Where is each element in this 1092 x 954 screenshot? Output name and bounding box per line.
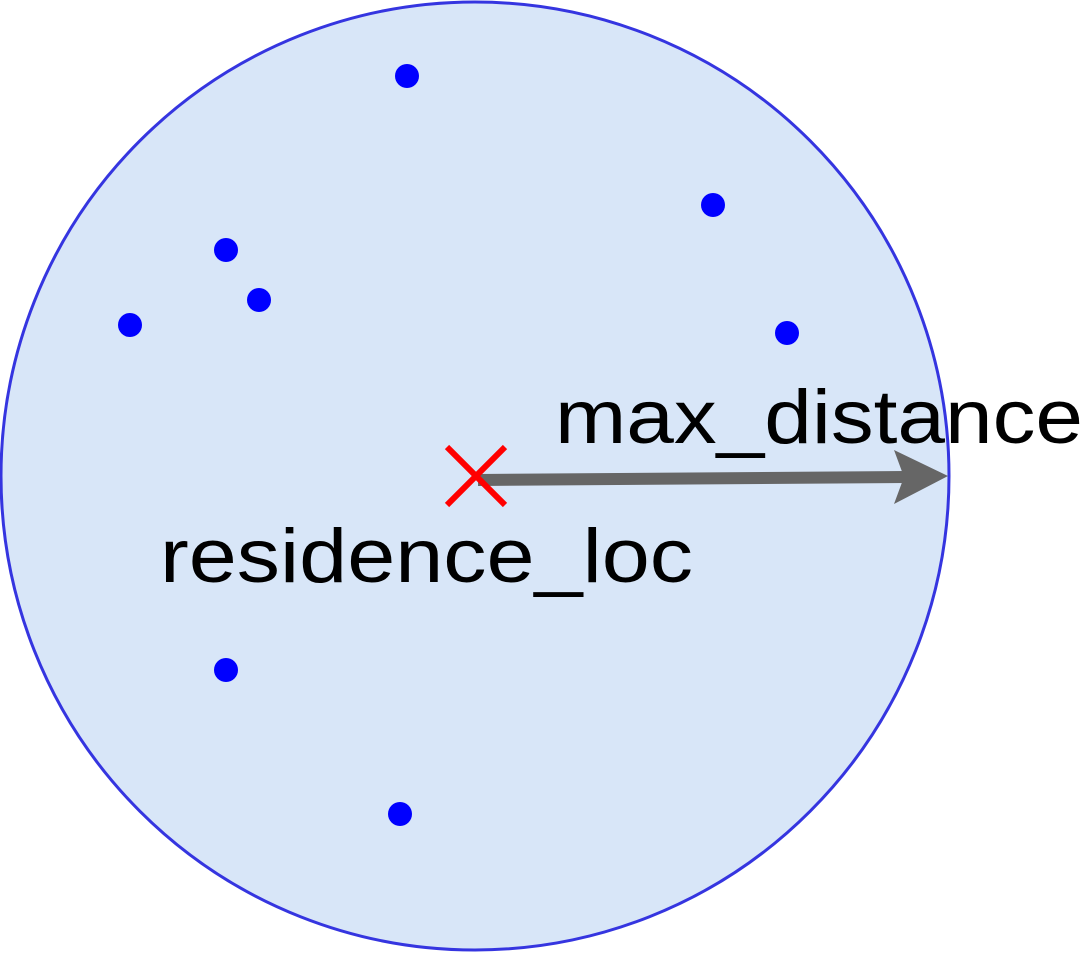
location-point: [701, 193, 725, 217]
max-distance-label: max_distance: [555, 375, 1083, 460]
location-point: [118, 313, 142, 337]
location-points: [118, 64, 799, 826]
location-point: [775, 321, 799, 345]
location-point: [214, 658, 238, 682]
x-mark-icon: [444, 444, 508, 508]
residence-loc-label: residence_loc: [160, 514, 693, 599]
arrow-right-icon: [894, 450, 948, 504]
location-point: [247, 288, 271, 312]
radius-arrow: [477, 450, 948, 504]
location-point: [214, 238, 238, 262]
location-point: [388, 802, 412, 826]
location-point: [395, 64, 419, 88]
radius-arrow-shaft: [477, 471, 906, 486]
